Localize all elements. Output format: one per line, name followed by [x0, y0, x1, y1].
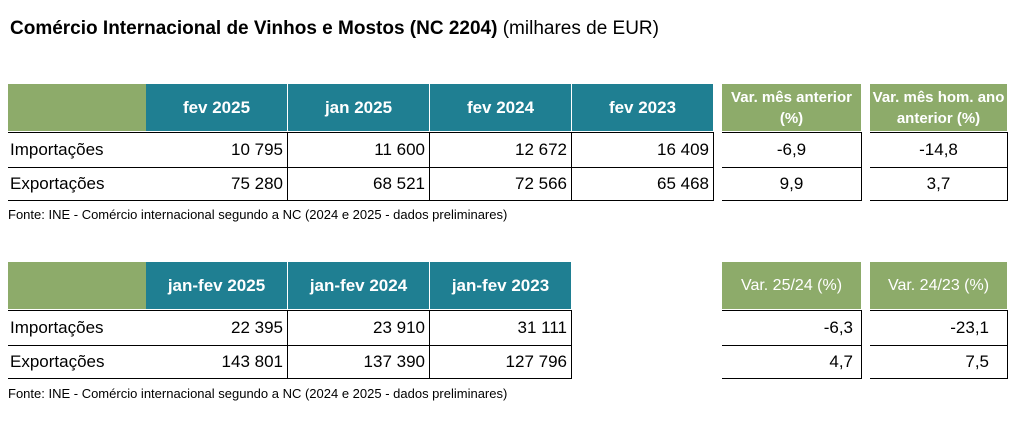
source-note: Fonte: INE - Comércio internacional segu… [8, 207, 508, 222]
column-divider [429, 310, 430, 379]
table-cell: 72 566 [515, 174, 567, 193]
table-cell: 31 111 [517, 318, 567, 337]
row-divider [870, 167, 1007, 168]
table-cell: 22 395 [231, 318, 283, 337]
column-header: fev 2024 [430, 84, 571, 131]
var-cell: -14,8 [919, 140, 958, 159]
row-divider [722, 310, 861, 311]
var-cell: -23,1 [950, 318, 989, 337]
column-divider [861, 310, 862, 379]
column-divider [713, 132, 714, 201]
column-divider [287, 132, 288, 201]
row-divider [870, 310, 1007, 311]
column-header: jan 2025 [288, 84, 429, 131]
row-label-importacoes: Importações [10, 318, 104, 337]
var-cell: 7,5 [965, 352, 989, 371]
row-divider [8, 132, 713, 133]
row-divider [722, 132, 861, 133]
column-divider [1007, 310, 1008, 379]
table-cell: 12 672 [515, 140, 567, 159]
column-header: fev 2025 [146, 84, 287, 131]
var-header: Var. mês anterior (%) [722, 84, 861, 131]
column-divider [861, 132, 862, 201]
table-cell: 127 796 [505, 352, 567, 371]
header-corner [8, 84, 146, 131]
var-cell: 9,9 [779, 174, 804, 193]
column-header: fev 2023 [572, 84, 713, 131]
row-label-exportacoes: Exportações [10, 352, 105, 371]
row-divider [8, 345, 571, 346]
table-cell: 143 801 [221, 352, 283, 371]
row-divider [870, 200, 1007, 201]
row-divider [8, 200, 713, 201]
row-divider [870, 132, 1007, 133]
source-note: Fonte: INE - Comércio internacional segu… [8, 386, 508, 401]
row-divider [722, 167, 861, 168]
row-divider [8, 378, 571, 379]
table-cell: 23 910 [373, 318, 425, 337]
row-divider [870, 345, 1007, 346]
header-corner [8, 262, 146, 309]
row-divider [722, 200, 861, 201]
title-unit: (milhares de EUR) [502, 18, 659, 39]
row-divider [870, 378, 1007, 379]
column-divider [287, 310, 288, 379]
column-header: jan-fev 2025 [146, 262, 287, 309]
row-divider [722, 378, 861, 379]
row-divider [8, 167, 713, 168]
page-title: Comércio Internacional de Vinhos e Mosto… [10, 17, 659, 41]
var-cell: -6,3 [823, 318, 853, 337]
table-cell: 137 390 [363, 352, 425, 371]
row-divider [8, 310, 571, 311]
var-cell: 4,7 [829, 352, 853, 371]
table-cell: 68 521 [373, 174, 425, 193]
title-main: Comércio Internacional de Vinhos e Mosto… [10, 18, 498, 39]
column-divider [571, 132, 572, 201]
column-divider [429, 132, 430, 201]
row-label-exportacoes: Exportações [10, 174, 105, 193]
column-divider [571, 310, 572, 379]
column-header: jan-fev 2024 [288, 262, 429, 309]
var-cell: -6,9 [776, 140, 807, 159]
column-header: jan-fev 2023 [430, 262, 571, 309]
table-cell: 75 280 [231, 174, 283, 193]
row-divider [722, 345, 861, 346]
var-header: Var. mês hom. ano anterior (%) [870, 84, 1007, 131]
row-label-importacoes: Importações [10, 140, 104, 159]
column-divider [1007, 132, 1008, 201]
table-cell: 16 409 [657, 140, 709, 159]
var-cell: 3,7 [926, 174, 951, 193]
var-header: Var. 24/23 (%) [870, 262, 1007, 309]
table-cell: 65 468 [657, 174, 709, 193]
table-cell: 11 600 [374, 140, 425, 159]
var-header: Var. 25/24 (%) [722, 262, 861, 309]
table-cell: 10 795 [231, 140, 283, 159]
